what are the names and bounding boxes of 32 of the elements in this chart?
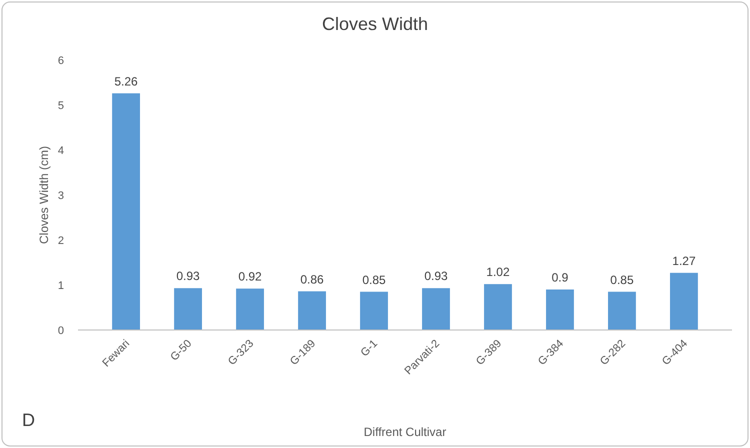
data-label: 0.93 [424, 269, 448, 284]
bar [422, 288, 450, 330]
data-label: 5.26 [114, 74, 138, 88]
bar [670, 272, 698, 330]
bar [484, 284, 512, 330]
x-tick-label: G-1 [358, 338, 380, 360]
bar [174, 288, 202, 330]
data-label: 1.27 [672, 254, 696, 268]
chart-title: Cloves Width [322, 14, 428, 34]
bar [236, 288, 264, 330]
bar [360, 292, 388, 330]
y-axis-title: Cloves Width (cm) [37, 146, 51, 244]
bar [608, 292, 636, 330]
y-tick-label: 1 [58, 280, 64, 292]
bar [298, 291, 326, 330]
y-tick-label: 4 [58, 145, 64, 157]
data-label: 0.93 [176, 269, 200, 284]
data-label: 0.85 [610, 272, 634, 287]
data-label: 0.9 [552, 270, 569, 284]
y-tick-label: 6 [58, 55, 64, 67]
bar [546, 290, 574, 330]
y-tick-label: 2 [58, 235, 64, 247]
data-label: 0.86 [300, 272, 324, 286]
text: D [22, 410, 35, 430]
y-tick-label: 0 [58, 325, 64, 337]
x-axis-title: Diffrent Cultivar [364, 425, 446, 439]
y-tick-label: 3 [58, 190, 64, 202]
y-tick-label: 5 [58, 100, 64, 112]
data-label: 0.92 [238, 270, 262, 284]
bar [112, 93, 140, 330]
data-label: 0.85 [362, 272, 386, 287]
data-label: 1.02 [486, 265, 510, 280]
